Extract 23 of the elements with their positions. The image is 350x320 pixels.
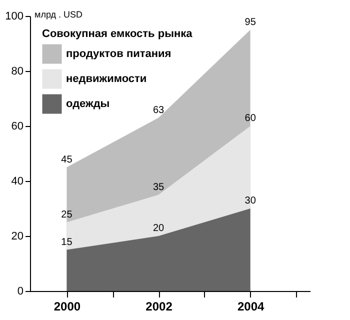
y-tick-label: 0 — [17, 286, 24, 298]
data-label: 35 — [152, 182, 165, 193]
y-tick-label: 80 — [11, 66, 24, 78]
y-tick-label: 40 — [11, 176, 24, 188]
data-label: 25 — [61, 209, 73, 220]
legend-label: продуктов питания — [66, 48, 172, 60]
data-label: 30 — [244, 196, 256, 206]
legend-label: недвижимости — [66, 73, 147, 85]
y-tick-label: 20 — [11, 230, 24, 242]
legend-title: Совокупная емкость рынка — [42, 28, 194, 40]
data-label: 95 — [244, 16, 256, 28]
x-tick-label: 2000 — [54, 300, 81, 314]
y-tick-label: 60 — [11, 120, 24, 132]
y-axis-title: млрд . USD — [34, 10, 83, 20]
data-label: 20 — [152, 223, 165, 234]
data-label: 60 — [244, 113, 256, 124]
data-label: 63 — [152, 104, 165, 116]
x-tick-label: 2004 — [237, 300, 264, 314]
y-tick-label: 100 — [5, 10, 24, 22]
x-tick-label: 2002 — [146, 300, 173, 314]
data-label: 45 — [61, 154, 73, 166]
data-label: 15 — [61, 236, 73, 248]
legend-label: одежды — [66, 98, 110, 110]
